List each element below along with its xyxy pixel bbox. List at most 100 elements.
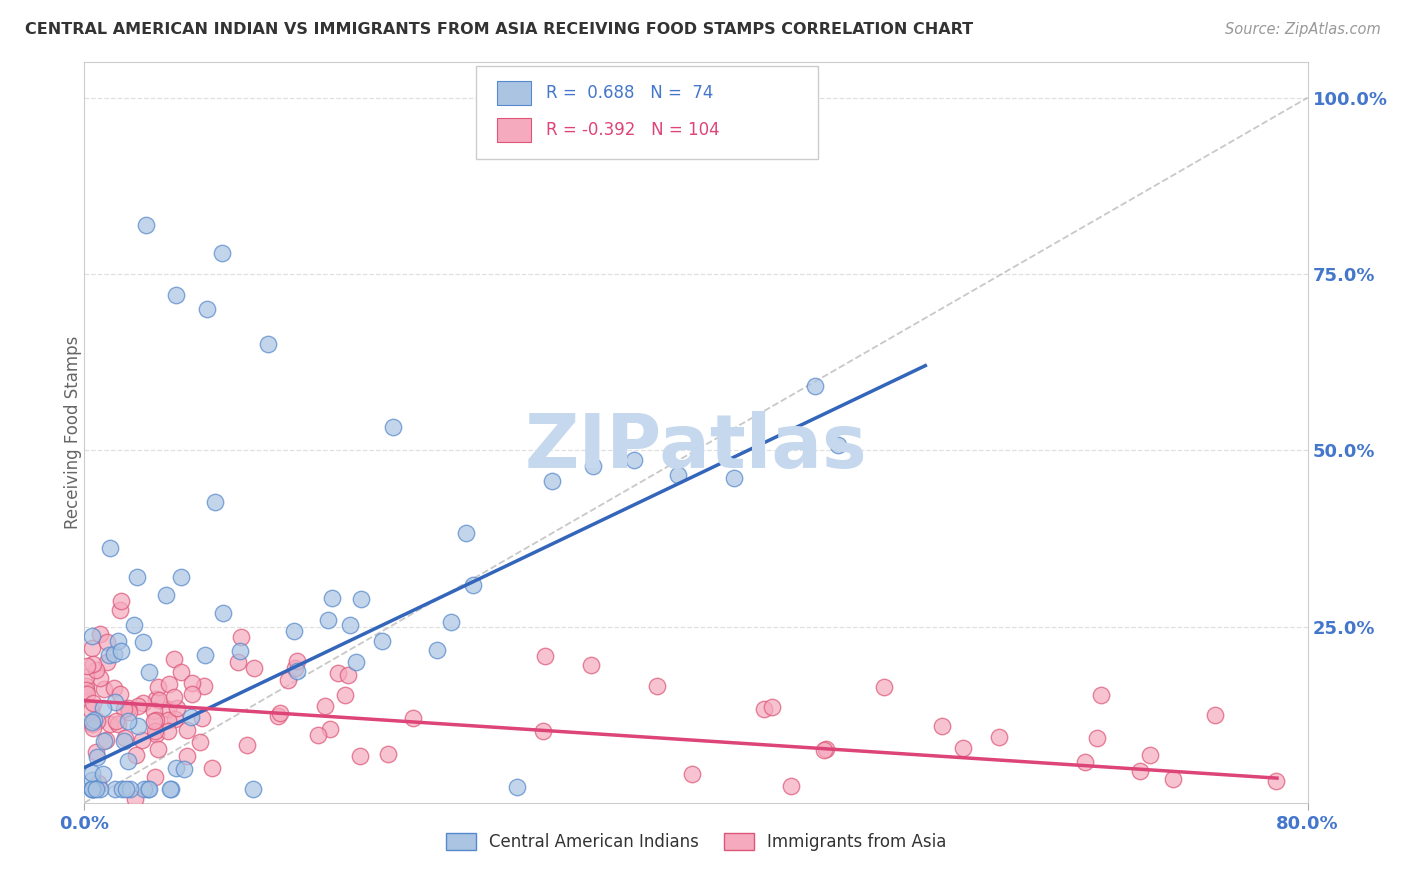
Point — [666, 468, 689, 483]
Point — [211, 607, 233, 621]
Point — [350, 592, 373, 607]
Point — [111, 781, 134, 796]
Point — [105, 714, 128, 728]
Point — [131, 733, 153, 747]
Point — [75, 679, 97, 693]
Point — [176, 723, 198, 737]
Point — [165, 288, 187, 302]
Point — [173, 762, 195, 776]
Point — [226, 655, 249, 669]
Point — [117, 701, 139, 715]
Point — [1129, 764, 1152, 778]
Point — [131, 635, 153, 649]
Point — [349, 749, 371, 764]
Point — [103, 647, 125, 661]
Point — [402, 711, 425, 725]
Point — [156, 713, 179, 727]
Point — [163, 713, 186, 727]
Point — [80, 781, 103, 796]
Point — [91, 700, 114, 714]
Point — [98, 541, 121, 555]
Point — [377, 747, 399, 762]
Point — [138, 665, 160, 680]
Point — [82, 697, 104, 711]
Point — [531, 723, 554, 738]
Point — [170, 570, 193, 584]
Point — [98, 716, 121, 731]
Point — [723, 471, 745, 485]
Point — [1090, 688, 1112, 702]
Point — [1161, 772, 1184, 786]
Point — [813, 743, 835, 757]
Point — [103, 681, 125, 695]
Point — [86, 750, 108, 764]
Point — [285, 664, 308, 678]
Point — [76, 658, 98, 673]
Point — [1139, 748, 1161, 763]
Point — [193, 648, 215, 663]
Point — [193, 679, 215, 693]
Point — [180, 675, 202, 690]
Point — [200, 760, 222, 774]
Point — [159, 781, 181, 796]
Point — [506, 780, 529, 794]
Point — [157, 677, 180, 691]
Point — [114, 731, 136, 746]
Point — [80, 640, 103, 655]
Point — [93, 734, 115, 748]
Point — [344, 656, 367, 670]
Point — [82, 721, 104, 735]
Point — [166, 762, 188, 776]
Point — [80, 772, 103, 787]
Point — [231, 630, 253, 644]
Point — [145, 727, 167, 741]
Point — [827, 438, 849, 452]
Point — [752, 702, 775, 716]
Point — [952, 740, 974, 755]
Point — [426, 642, 449, 657]
Point — [284, 661, 307, 675]
Point — [112, 733, 135, 747]
Point — [124, 792, 146, 806]
Point — [1204, 708, 1226, 723]
Point — [84, 745, 107, 759]
Point — [80, 781, 103, 796]
Text: R = -0.392   N = 104: R = -0.392 N = 104 — [546, 120, 718, 139]
Point — [335, 688, 357, 702]
Point — [108, 602, 131, 616]
Point — [277, 673, 299, 687]
Point — [339, 618, 361, 632]
Point — [1085, 731, 1108, 746]
Point — [136, 781, 159, 796]
Point — [228, 644, 250, 658]
Point — [76, 687, 98, 701]
Point — [180, 687, 202, 701]
Point — [117, 714, 139, 729]
Point — [163, 690, 186, 704]
Point — [307, 728, 329, 742]
Point — [143, 724, 166, 739]
Point — [108, 687, 131, 701]
Point — [191, 711, 214, 725]
Point — [87, 776, 110, 790]
Point — [155, 588, 177, 602]
Point — [135, 218, 157, 232]
Point — [107, 717, 129, 731]
Point — [120, 781, 142, 796]
Point — [148, 680, 170, 694]
Bar — [496, 81, 531, 104]
Point — [80, 781, 103, 796]
Point — [180, 709, 202, 723]
Point — [110, 644, 132, 658]
Point — [440, 615, 463, 629]
Point — [145, 692, 167, 706]
Text: ZIPatlas: ZIPatlas — [524, 411, 868, 484]
Point — [89, 626, 111, 640]
Point — [79, 703, 101, 717]
Point — [142, 704, 165, 718]
Point — [104, 695, 127, 709]
Point — [127, 719, 149, 733]
Point — [1073, 755, 1095, 769]
Point — [645, 679, 668, 693]
Point — [80, 629, 103, 643]
